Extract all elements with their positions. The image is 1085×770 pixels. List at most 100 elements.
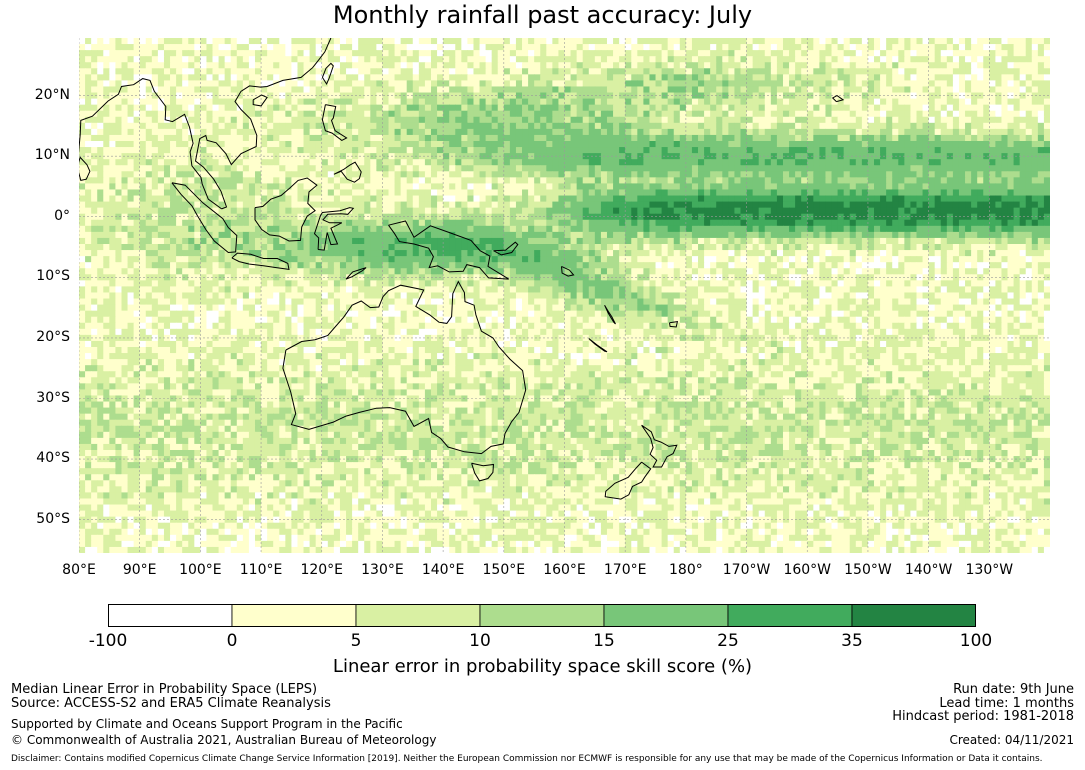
skill-cell [752, 153, 760, 160]
skill-cell [716, 207, 723, 215]
skill-cell [910, 183, 918, 191]
skill-cell [412, 213, 420, 221]
skill-cell [176, 110, 183, 118]
skill-cell [940, 50, 948, 57]
skill-cell [831, 183, 839, 191]
skill-cell [182, 92, 189, 100]
skill-cell [522, 68, 529, 75]
skill-cell [667, 110, 675, 118]
skill-cell [685, 213, 693, 221]
skill-cell [667, 128, 675, 136]
skill-cell [491, 50, 499, 57]
skill-cell [983, 44, 990, 51]
skill-cell [564, 92, 572, 100]
skill-cell [303, 62, 311, 69]
skill-cell [515, 80, 523, 88]
skill-cell [886, 159, 893, 166]
skill-cell [698, 86, 705, 94]
skill-cell [746, 110, 754, 118]
skill-cell [679, 80, 687, 88]
skill-cell [904, 141, 912, 148]
skill-cell [582, 177, 590, 185]
skill-cell [874, 213, 881, 221]
skill-cell [758, 74, 766, 82]
skill-cell [467, 201, 475, 209]
skill-cell [795, 38, 802, 45]
skill-cell [691, 153, 699, 160]
skill-cell [224, 141, 232, 148]
skill-cell [983, 104, 990, 112]
skill-cell [491, 104, 499, 112]
skill-cell [637, 74, 644, 82]
skill-cell [710, 56, 717, 63]
skill-cell [940, 219, 948, 227]
skill-cell [965, 171, 972, 178]
skill-cell [139, 141, 147, 148]
skill-cell [182, 189, 189, 197]
skill-cell [297, 134, 305, 142]
skill-cell [837, 201, 845, 209]
skill-cell [655, 128, 663, 136]
skill-cell [388, 62, 396, 69]
skill-cell [740, 122, 748, 130]
skill-cell [564, 74, 572, 82]
skill-cell [157, 219, 165, 227]
skill-cell [528, 62, 535, 69]
skill-cell [79, 189, 86, 197]
skill-cell [983, 62, 990, 69]
skill-cell [758, 38, 766, 45]
skill-cell [898, 165, 905, 172]
skill-cell [801, 80, 808, 88]
skill-cell [1001, 159, 1009, 166]
skill-cell [121, 80, 129, 88]
skill-cell [916, 171, 924, 178]
skill-cell [831, 207, 839, 215]
skill-cell [540, 165, 547, 172]
skill-cell [188, 141, 195, 148]
skill-cell [576, 183, 584, 191]
skill-cell [321, 147, 329, 154]
skill-cell [151, 50, 159, 57]
skill-cell [613, 141, 620, 148]
skill-cell [321, 62, 329, 69]
skill-cell [315, 62, 323, 69]
skill-cell [194, 104, 201, 112]
skill-cell [922, 177, 930, 185]
skill-cell [952, 86, 960, 94]
skill-cell [843, 50, 851, 57]
skill-cell [321, 201, 329, 209]
skill-cell [776, 68, 784, 75]
skill-cell [740, 183, 748, 191]
skill-cell [594, 86, 602, 94]
skill-cell [473, 171, 481, 178]
skill-cell [940, 98, 948, 106]
skill-cell [740, 68, 748, 75]
skill-cell [576, 74, 584, 82]
skill-cell [430, 56, 438, 63]
skill-cell [619, 201, 626, 209]
skill-cell [157, 104, 165, 112]
skill-cell [655, 44, 663, 51]
skill-cell [540, 189, 547, 197]
skill-cell [206, 189, 214, 197]
skill-cell [121, 50, 129, 57]
skill-cell [1025, 171, 1033, 178]
skill-cell [546, 116, 553, 124]
skill-cell [515, 147, 523, 154]
skill-cell [91, 122, 98, 130]
skill-cell [279, 80, 286, 88]
skill-cell [382, 183, 390, 191]
skill-cell [364, 122, 371, 130]
skill-cell [667, 159, 675, 166]
skill-cell [279, 219, 286, 227]
skill-cell [176, 62, 183, 69]
skill-cell [673, 147, 681, 154]
skill-cell [691, 86, 699, 94]
skill-cell [958, 86, 966, 94]
skill-cell [497, 134, 505, 142]
skill-cell [619, 38, 626, 45]
skill-cell [473, 177, 481, 185]
skill-cell [625, 62, 632, 69]
skill-cell [710, 104, 717, 112]
skill-cell [297, 195, 305, 203]
